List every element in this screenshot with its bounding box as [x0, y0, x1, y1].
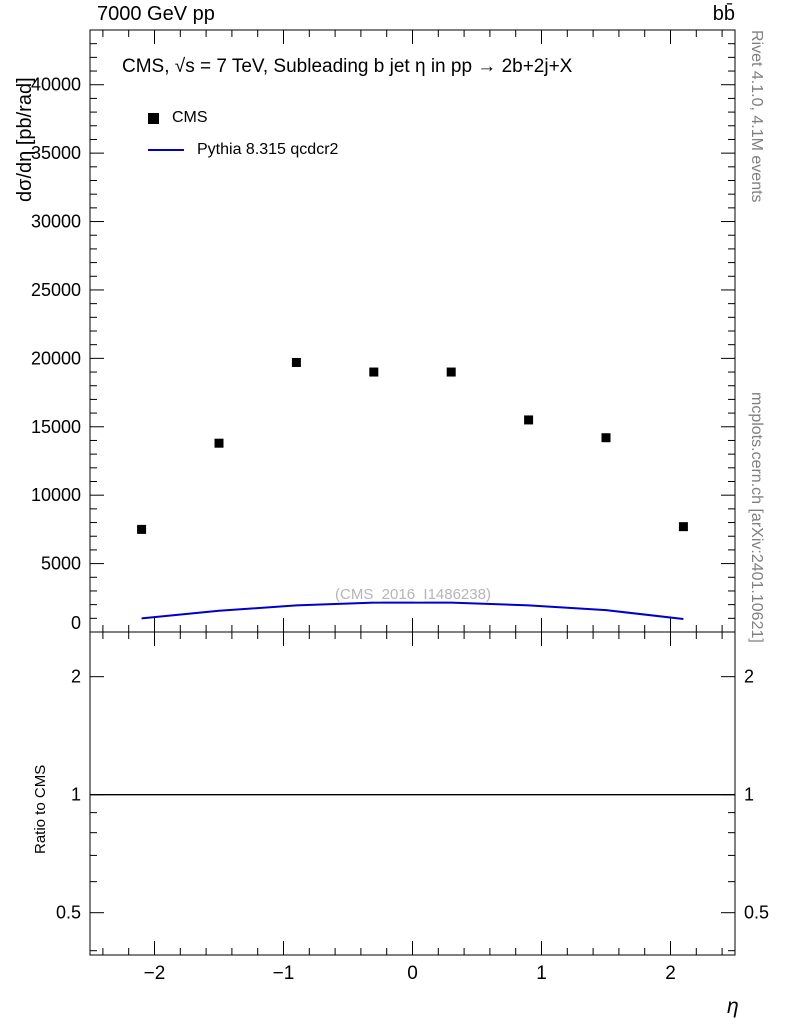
rivet-version-label: Rivet 4.1.0, 4.1M events — [748, 30, 765, 203]
cms-data-points — [137, 357, 688, 534]
cms-data-point — [214, 438, 224, 448]
beam-energy-label: 7000 GeV pp — [97, 3, 215, 25]
svg-text:2: 2 — [71, 667, 81, 687]
cms-data-point — [678, 522, 688, 532]
analysis-id-watermark: (CMS_2016_I1486238) — [335, 586, 491, 603]
axis-ticks — [90, 30, 735, 955]
svg-text:2: 2 — [665, 963, 676, 984]
svg-text:0: 0 — [407, 963, 418, 984]
svg-text:25000: 25000 — [31, 280, 81, 300]
svg-text:0: 0 — [71, 613, 81, 633]
cms-data-point — [369, 367, 379, 377]
process-label: bb̄ — [712, 3, 735, 25]
svg-text:15000: 15000 — [31, 417, 81, 437]
svg-text:0.5: 0.5 — [744, 903, 769, 923]
svg-text:−1: −1 — [273, 963, 295, 984]
svg-text:−2: −2 — [144, 963, 166, 984]
axis-tick-labels: −2 −1 0 1 2 0 5000 10000 15000 20000 25000 30000 350… — [31, 75, 769, 984]
cms-data-point — [524, 415, 534, 425]
cms-marker-icon — [148, 112, 159, 124]
svg-text:2: 2 — [744, 667, 754, 687]
svg-text:20000: 20000 — [31, 348, 81, 368]
svg-text:35000: 35000 — [31, 143, 81, 163]
cms-data-point — [601, 433, 611, 443]
ratio-y-axis-title: Ratio to CMS — [32, 764, 49, 854]
svg-text:1: 1 — [744, 785, 754, 805]
svg-text:40000: 40000 — [31, 75, 81, 95]
cms-data-point — [291, 357, 301, 367]
pythia-line-icon — [148, 149, 184, 151]
legend-label-cms: CMS — [172, 109, 208, 126]
main-y-axis-title: dσ/dη [pb/rad] — [14, 77, 36, 202]
x-axis-title: η — [727, 995, 739, 1018]
svg-text:10000: 10000 — [31, 485, 81, 505]
cms-data-point — [446, 367, 456, 377]
plot-title: CMS, √s = 7 TeV, Subleading b jet η in p… — [122, 56, 573, 77]
svg-text:1: 1 — [536, 963, 547, 984]
svg-text:30000: 30000 — [31, 212, 81, 232]
svg-text:1: 1 — [71, 785, 81, 805]
plot-frames — [89, 29, 736, 956]
legend-item-pythia: Pythia 8.315 qcdcr2 — [148, 134, 338, 166]
mcplots-reference-label: mcplots.cern.ch [arXiv:2401.10621] — [748, 392, 765, 643]
legend: CMS Pythia 8.315 qcdcr2 — [148, 102, 338, 166]
cms-data-point — [137, 524, 147, 534]
pythia-curve — [141, 601, 684, 620]
legend-item-cms: CMS — [148, 102, 338, 134]
legend-label-pythia: Pythia 8.315 qcdcr2 — [197, 141, 339, 158]
svg-text:5000: 5000 — [41, 554, 81, 574]
svg-text:0.5: 0.5 — [56, 903, 81, 923]
